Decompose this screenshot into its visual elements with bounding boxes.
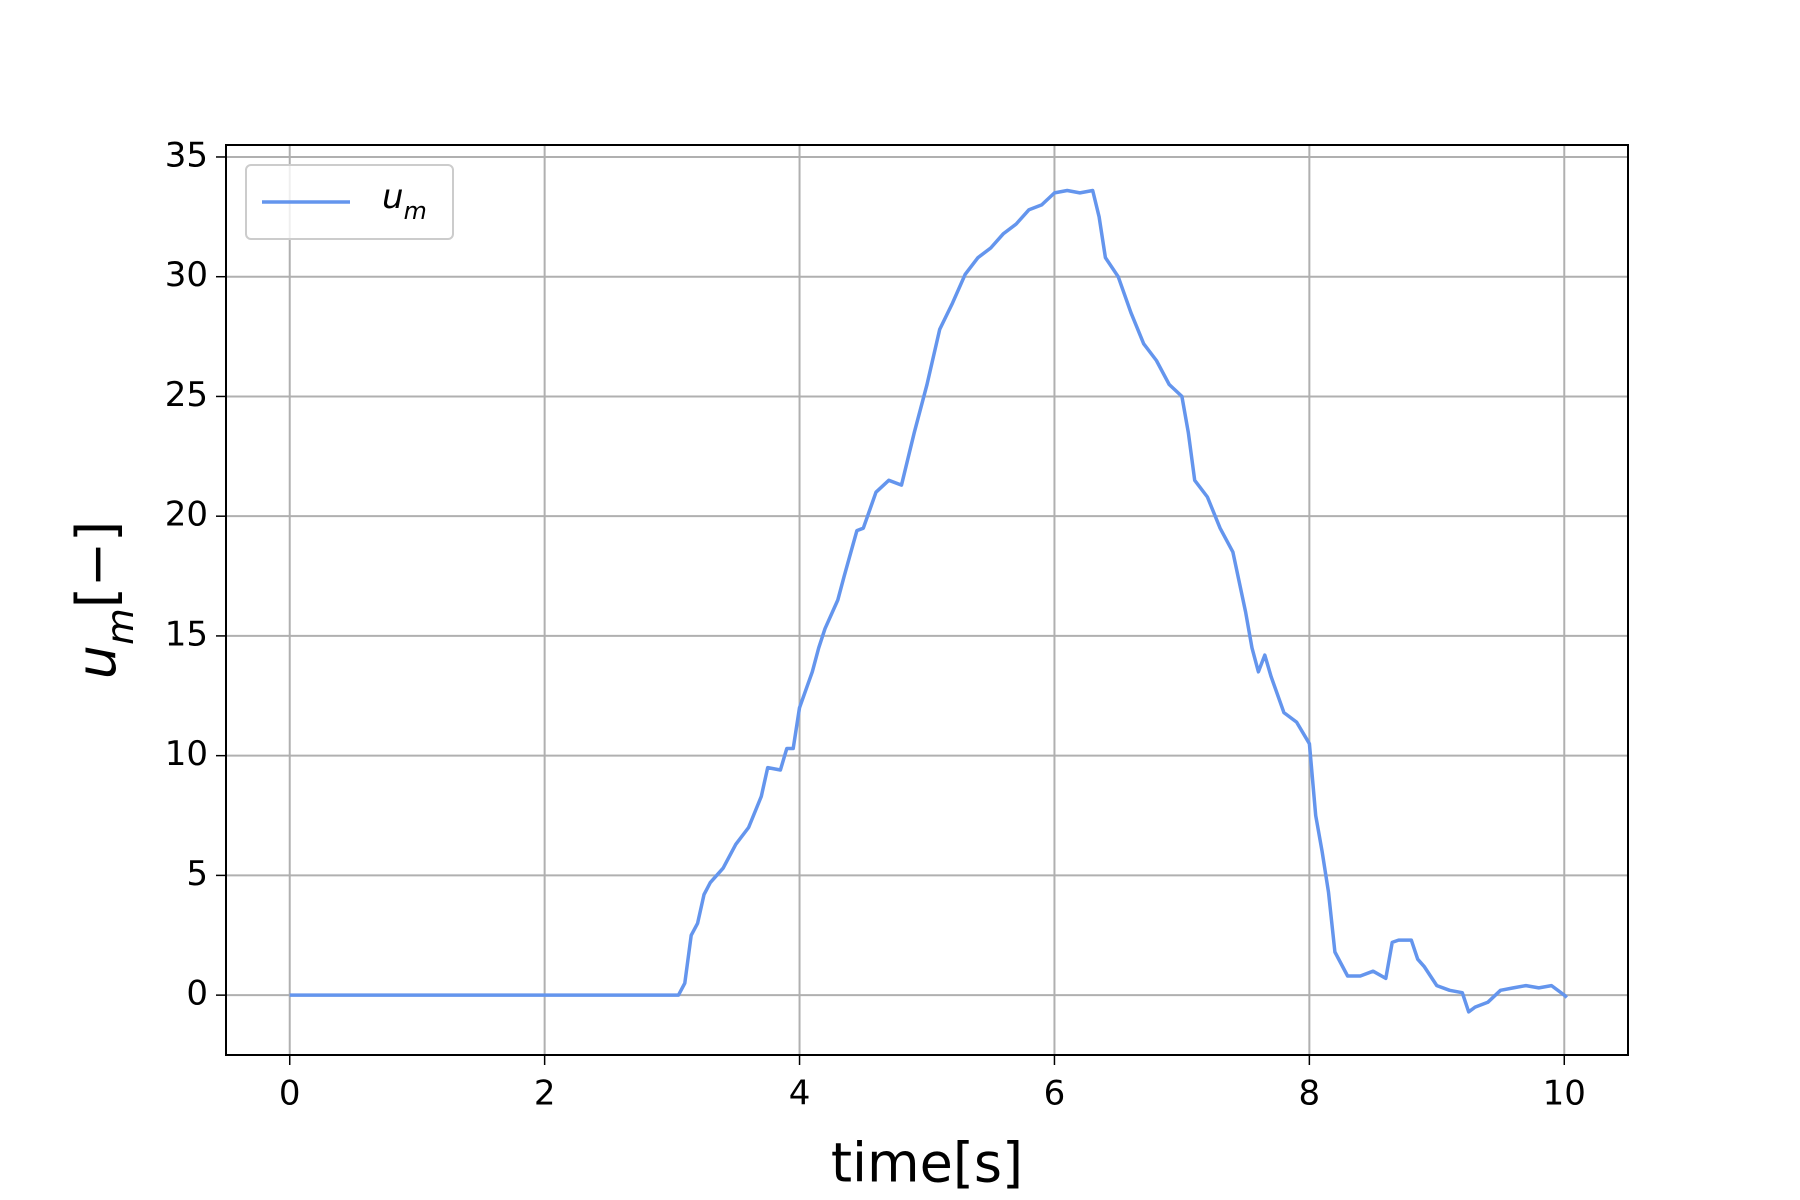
- y-tick-label: 0: [186, 974, 208, 1014]
- x-tick-label: 0: [279, 1074, 301, 1114]
- y-tick-label: 5: [186, 854, 208, 894]
- y-tick-label: 10: [165, 734, 208, 774]
- y-tick-label: 15: [165, 614, 208, 654]
- x-tick-label: 2: [534, 1074, 556, 1114]
- x-tick-label: 8: [1299, 1074, 1321, 1114]
- y-tick-label: 25: [165, 375, 208, 415]
- data-line: [289, 188, 1569, 1014]
- y-axis-label: um[−]: [65, 521, 142, 679]
- x-tick-label: 4: [789, 1074, 811, 1114]
- y-tick-label: 30: [165, 255, 208, 295]
- x-tick-label: 6: [1044, 1074, 1066, 1114]
- y-tick-label: 35: [165, 135, 208, 175]
- legend-label: um: [382, 177, 427, 225]
- plot-frame: [225, 144, 1629, 1056]
- y-tick-label: 20: [165, 495, 208, 535]
- x-tick-label: 10: [1543, 1074, 1586, 1114]
- x-axis-label: time[s]: [831, 1132, 1023, 1195]
